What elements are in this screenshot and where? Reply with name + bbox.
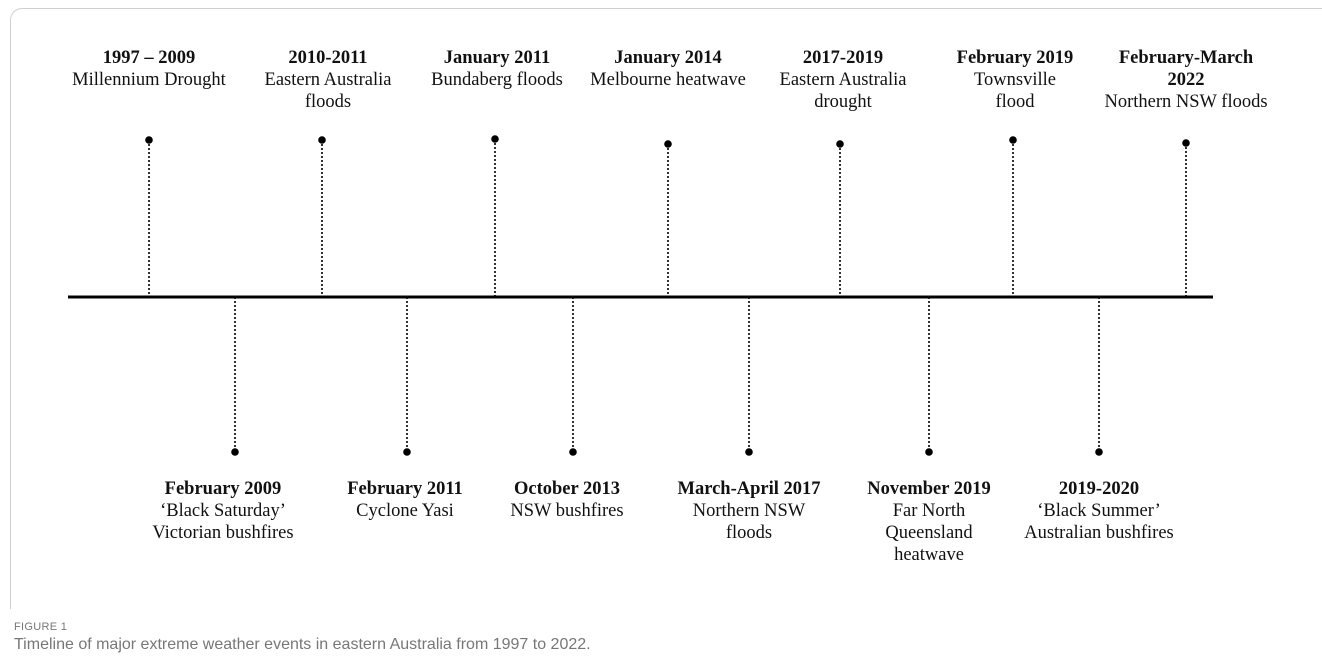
event-date: February-March 2022 <box>1118 48 1254 90</box>
event-description: NSW bushfires <box>510 501 624 521</box>
event-label: 2010-2011 Eastern Australia floods <box>233 47 423 113</box>
event-description: Eastern Australia floods <box>264 70 392 112</box>
event-marker <box>1095 448 1103 456</box>
event-label: November 2019 Far North Queensland heatwa… <box>834 478 1024 566</box>
event-description: ‘Black Saturday’ Victorian bushfires <box>152 501 294 543</box>
frame-border <box>10 8 1322 609</box>
event-label: 2017-2019 Eastern Australia drought <box>748 47 938 113</box>
event-stems <box>145 135 1190 456</box>
event-label: February 2019 Townsville flood <box>920 47 1110 113</box>
event-marker <box>1009 136 1017 144</box>
event-label: January 2011 Bundaberg floods <box>402 47 592 91</box>
event-label: 1997 – 2009 Millennium Drought <box>54 47 244 91</box>
event-date: October 2013 <box>513 479 620 499</box>
event-description: Melbourne heatwave <box>590 70 746 90</box>
event-marker <box>231 448 239 456</box>
event-description: Townsville flood <box>974 70 1056 112</box>
event-date: February 2019 <box>956 48 1074 68</box>
event-marker <box>145 136 153 144</box>
event-date: 2019-2020 <box>1058 479 1140 499</box>
event-label: January 2014 Melbourne heatwave <box>573 47 763 91</box>
event-date: February 2009 <box>164 479 282 499</box>
event-marker <box>491 135 499 143</box>
event-description: Eastern Australia drought <box>779 70 907 112</box>
event-date: November 2019 <box>867 479 991 499</box>
event-label: February 2009 ‘Black Saturday’ Victorian … <box>128 478 318 544</box>
event-marker <box>1182 139 1190 147</box>
event-label: 2019-2020 ‘Black Summer’ Australian bushf… <box>1004 478 1194 544</box>
event-label: February-March 2022 Northern NSW floods <box>1091 47 1281 113</box>
event-date: 2017-2019 <box>802 48 884 68</box>
event-description: Northern NSW floods <box>1104 92 1268 112</box>
event-label: October 2013 NSW bushfires <box>472 478 662 522</box>
event-marker <box>664 140 672 148</box>
timeline-diagram <box>68 135 1213 456</box>
event-marker <box>569 448 577 456</box>
event-description: Northern NSW floods <box>692 501 806 543</box>
event-label: March-April 2017 Northern NSW floods <box>654 478 844 544</box>
event-description: Cyclone Yasi <box>356 501 454 521</box>
event-label: February 2011 Cyclone Yasi <box>310 478 500 522</box>
event-description: Bundaberg floods <box>431 70 563 90</box>
event-date: March-April 2017 <box>677 479 821 499</box>
figure-label: FIGURE 1 <box>14 621 68 633</box>
figure-caption: Timeline of major extreme weather events… <box>14 636 591 653</box>
event-marker <box>403 448 411 456</box>
event-date: January 2014 <box>614 48 722 68</box>
event-description: Far North Queensland heatwave <box>885 501 973 565</box>
event-description: ‘Black Summer’ Australian bushfires <box>1024 501 1174 543</box>
event-marker <box>318 136 326 144</box>
event-marker <box>745 448 753 456</box>
event-date: 1997 – 2009 <box>102 48 196 68</box>
event-date: February 2011 <box>347 479 463 499</box>
event-marker <box>836 140 844 148</box>
event-marker <box>925 448 933 456</box>
event-date: January 2011 <box>443 48 551 68</box>
event-description: Millennium Drought <box>72 70 226 90</box>
event-date: 2010-2011 <box>288 48 368 68</box>
